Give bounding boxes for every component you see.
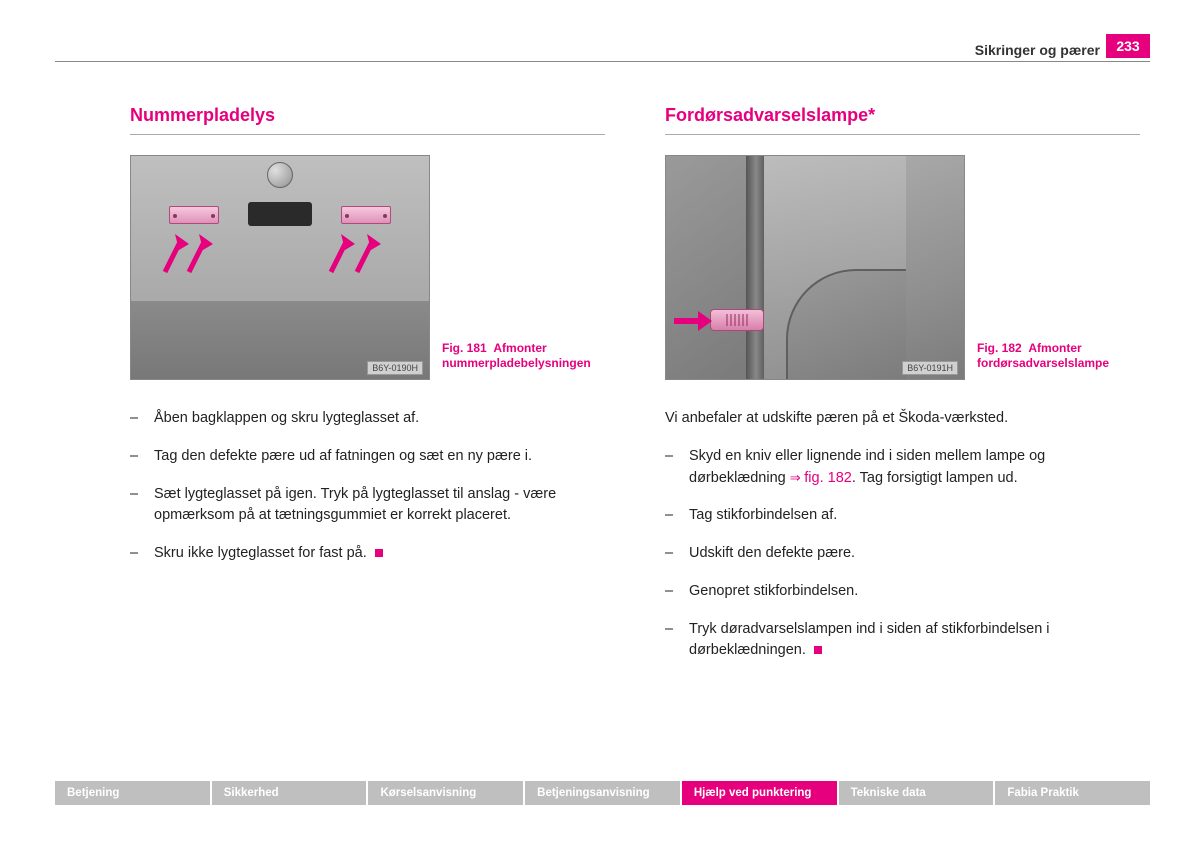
left-steps: –Åben bagklappen og skru lygteglasset af… xyxy=(130,408,605,565)
left-section-title: Nummerpladelys xyxy=(130,105,605,126)
tab-koerselsanvisning[interactable]: Kørselsanvisning xyxy=(368,781,523,805)
tab-tekniske-data[interactable]: Tekniske data xyxy=(839,781,994,805)
right-steps: – Skyd en kniv eller lignende ind i side… xyxy=(665,446,1140,662)
bottom-tabs: Betjening Sikkerhed Kørselsanvisning Bet… xyxy=(55,781,1150,805)
list-item: –Udskift den defekte pære. xyxy=(665,543,1140,565)
figure-182-image: B6Y-0191H xyxy=(665,155,965,380)
header-rule xyxy=(55,61,1150,62)
list-item: –Sæt lygteglasset på igen. Tryk på lygte… xyxy=(130,484,605,528)
arrow-icon xyxy=(672,307,712,335)
tab-hjaelp-ved-punktering[interactable]: Hjælp ved punktering xyxy=(682,781,837,805)
list-item: –Tag den defekte pære ud af fatningen og… xyxy=(130,446,605,468)
door-lamp-icon xyxy=(710,309,764,331)
right-section-title: Fordørsadvarselslampe* xyxy=(665,105,1140,126)
end-square-icon xyxy=(375,549,383,557)
figure-181-caption: Fig. 181 Afmonter nummerpladebelysningen xyxy=(442,341,582,380)
right-column: Fordørsadvarselslampe* B6Y-0191H Fig. 18… xyxy=(665,105,1140,678)
arrow-icon xyxy=(353,230,383,274)
end-square-icon xyxy=(814,646,822,654)
tab-betjening[interactable]: Betjening xyxy=(55,781,210,805)
content-area: Nummerpladelys xyxy=(130,105,1140,678)
left-column: Nummerpladelys xyxy=(130,105,605,678)
title-underline xyxy=(130,134,605,135)
tab-fabia-praktik[interactable]: Fabia Praktik xyxy=(995,781,1150,805)
figure-181-label: Fig. 181 xyxy=(442,341,487,355)
figure-182-row: B6Y-0191H Fig. 182 Afmonter fordørsadvar… xyxy=(665,155,1140,380)
figure-181-tag: B6Y-0190H xyxy=(367,361,423,375)
figure-181-image: B6Y-0190H xyxy=(130,155,430,380)
list-item: – Skyd en kniv eller lignende ind i side… xyxy=(665,446,1140,490)
figure-181-row: B6Y-0190H Fig. 181 Afmonter nummerpladeb… xyxy=(130,155,605,380)
arrow-icon xyxy=(185,230,215,274)
right-intro: Vi anbefaler at udskifte pæren på et Ško… xyxy=(665,408,1140,430)
tab-betjeningsanvisning[interactable]: Betjeningsanvisning xyxy=(525,781,680,805)
page-number: 233 xyxy=(1106,34,1150,58)
figure-182-tag: B6Y-0191H xyxy=(902,361,958,375)
list-item: –Tryk døradvarselslampen ind i siden af … xyxy=(665,619,1140,663)
tab-sikkerhed[interactable]: Sikkerhed xyxy=(212,781,367,805)
figure-182-label: Fig. 182 xyxy=(977,341,1022,355)
list-item: –Skru ikke lygteglasset for fast på. xyxy=(130,543,605,565)
title-underline xyxy=(665,134,1140,135)
page-header: Sikringer og pærer 233 xyxy=(55,38,1150,62)
list-item: –Genopret stikforbindelsen. xyxy=(665,581,1140,603)
list-item: –Åben bagklappen og skru lygteglasset af… xyxy=(130,408,605,430)
header-section-title: Sikringer og pærer xyxy=(975,42,1100,58)
figure-182-caption: Fig. 182 Afmonter fordørsadvarselslampe xyxy=(977,341,1117,380)
list-item: –Tag stikforbindelsen af. xyxy=(665,505,1140,527)
